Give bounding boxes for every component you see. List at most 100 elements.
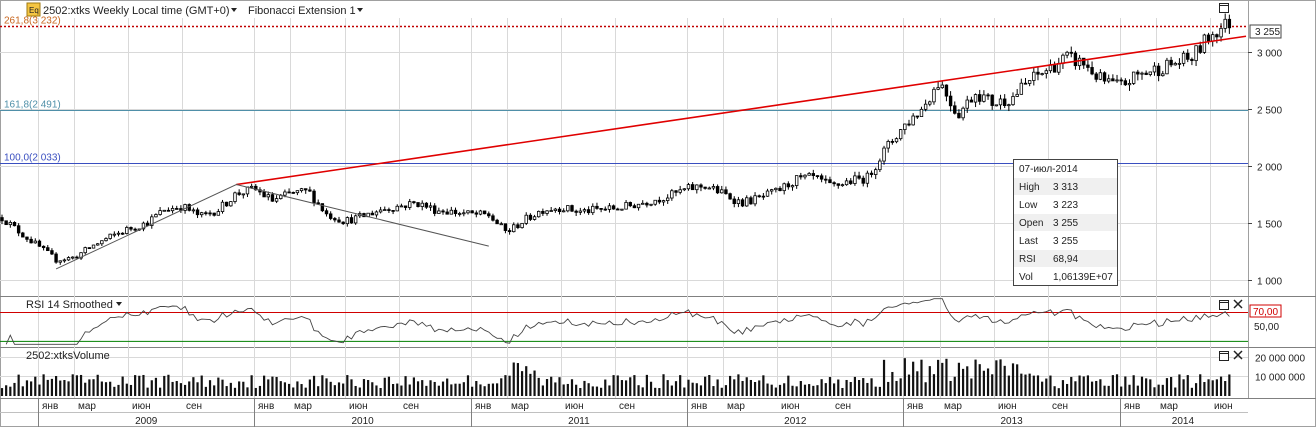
volume-bar (882, 359, 886, 396)
candle (794, 175, 799, 189)
dropdown-arrow-icon[interactable] (357, 8, 363, 12)
fib-level-label: 261,8(3 232) (4, 16, 61, 27)
candle (374, 210, 379, 218)
candle (682, 188, 687, 192)
candle (328, 211, 333, 221)
volume-bar (533, 370, 536, 396)
maximize-icon[interactable] (1219, 300, 1229, 310)
candle (528, 213, 533, 221)
volume-bar (1145, 378, 1148, 396)
volume-bar (396, 383, 399, 396)
dropdown-arrow-icon[interactable] (231, 8, 237, 12)
candle (720, 185, 724, 194)
volume-bar (1065, 383, 1069, 396)
close-icon[interactable] (1233, 350, 1243, 360)
year-tick-label: 2009 (135, 416, 158, 427)
candle (1115, 74, 1119, 83)
candle (724, 186, 728, 195)
maximize-icon[interactable] (1219, 3, 1229, 13)
candle (299, 187, 304, 193)
info-value: 3 313 (1053, 182, 1078, 193)
fib-level-label: 100,0(2 033) (4, 153, 61, 164)
candle (175, 205, 179, 210)
candle (204, 210, 208, 216)
candle (811, 169, 816, 180)
volume-bar (1095, 380, 1098, 396)
candle (441, 209, 445, 215)
candle (474, 210, 479, 218)
volume-bar (246, 387, 249, 396)
volume-bar (34, 376, 37, 396)
trendline[interactable] (236, 35, 1247, 186)
candle (915, 115, 920, 119)
candle (416, 202, 420, 208)
chart-header: Eq 2502:xtks Weekly Local time (GMT+0) F… (26, 2, 363, 17)
volume-bar (109, 381, 112, 396)
candle (595, 202, 599, 210)
candle (162, 209, 166, 212)
eq-badge-icon[interactable] (26, 2, 41, 17)
candle (686, 182, 691, 191)
candle (898, 128, 903, 141)
candle (353, 214, 358, 225)
candle (428, 202, 433, 211)
volume-bar (100, 381, 103, 396)
candle (54, 252, 58, 264)
candle (424, 202, 429, 209)
candle (836, 183, 840, 189)
candle (919, 106, 924, 117)
year-tick-label: 2012 (784, 416, 807, 427)
candle (370, 210, 374, 216)
volume-bar (887, 381, 890, 396)
volume-bar (537, 377, 540, 396)
candle (337, 216, 341, 223)
candle (412, 200, 416, 205)
volume-bar (416, 381, 420, 396)
candle (33, 238, 37, 244)
volume-bar (217, 377, 220, 396)
candle (695, 184, 699, 194)
volume-bar (912, 361, 915, 396)
volume-bar (1041, 381, 1044, 396)
volume-bar (337, 382, 341, 396)
volume-bar (71, 374, 74, 396)
volume-bar (637, 385, 640, 396)
volume-bar (687, 379, 690, 396)
candle (62, 258, 67, 263)
volume-bar (483, 386, 486, 396)
volume-bar (1157, 384, 1160, 396)
volume-bar (583, 380, 586, 396)
dropdown-arrow-icon[interactable] (116, 302, 122, 306)
candle (341, 221, 345, 225)
rsi-title[interactable]: RSI 14 Smoothed (26, 299, 113, 311)
candle (237, 189, 241, 196)
volume-bar (658, 388, 661, 396)
symbol-title[interactable]: 2502:xtks Weekly Local time (GMT+0) (43, 5, 230, 17)
candle (782, 182, 786, 195)
candle (849, 178, 853, 186)
candle (466, 210, 470, 215)
candle (561, 208, 566, 213)
volume-bar (1107, 385, 1110, 396)
volume-bar (500, 378, 503, 396)
candle (58, 260, 62, 265)
volume-bar (1161, 384, 1164, 396)
candle (537, 210, 541, 218)
volume-bar (342, 383, 345, 396)
volume-title[interactable]: 2502:xtksVolume (26, 350, 110, 362)
candle (545, 210, 549, 216)
volume-bar (600, 387, 603, 396)
volume-bar (159, 387, 162, 396)
volume-bar (317, 386, 320, 396)
month-tick-label: мар (78, 401, 96, 412)
close-icon[interactable] (1233, 299, 1243, 309)
volume-bar (1178, 374, 1181, 396)
fib-extension-drawing[interactable] (55, 183, 489, 270)
price-grid (0, 18, 1248, 398)
volume-bar (466, 375, 470, 396)
maximize-icon[interactable] (1219, 351, 1229, 361)
study-title[interactable]: Fibonacci Extension 1 (248, 5, 356, 17)
volume-bar (762, 375, 765, 396)
volume-bar (1203, 382, 1206, 396)
candle (453, 207, 458, 217)
